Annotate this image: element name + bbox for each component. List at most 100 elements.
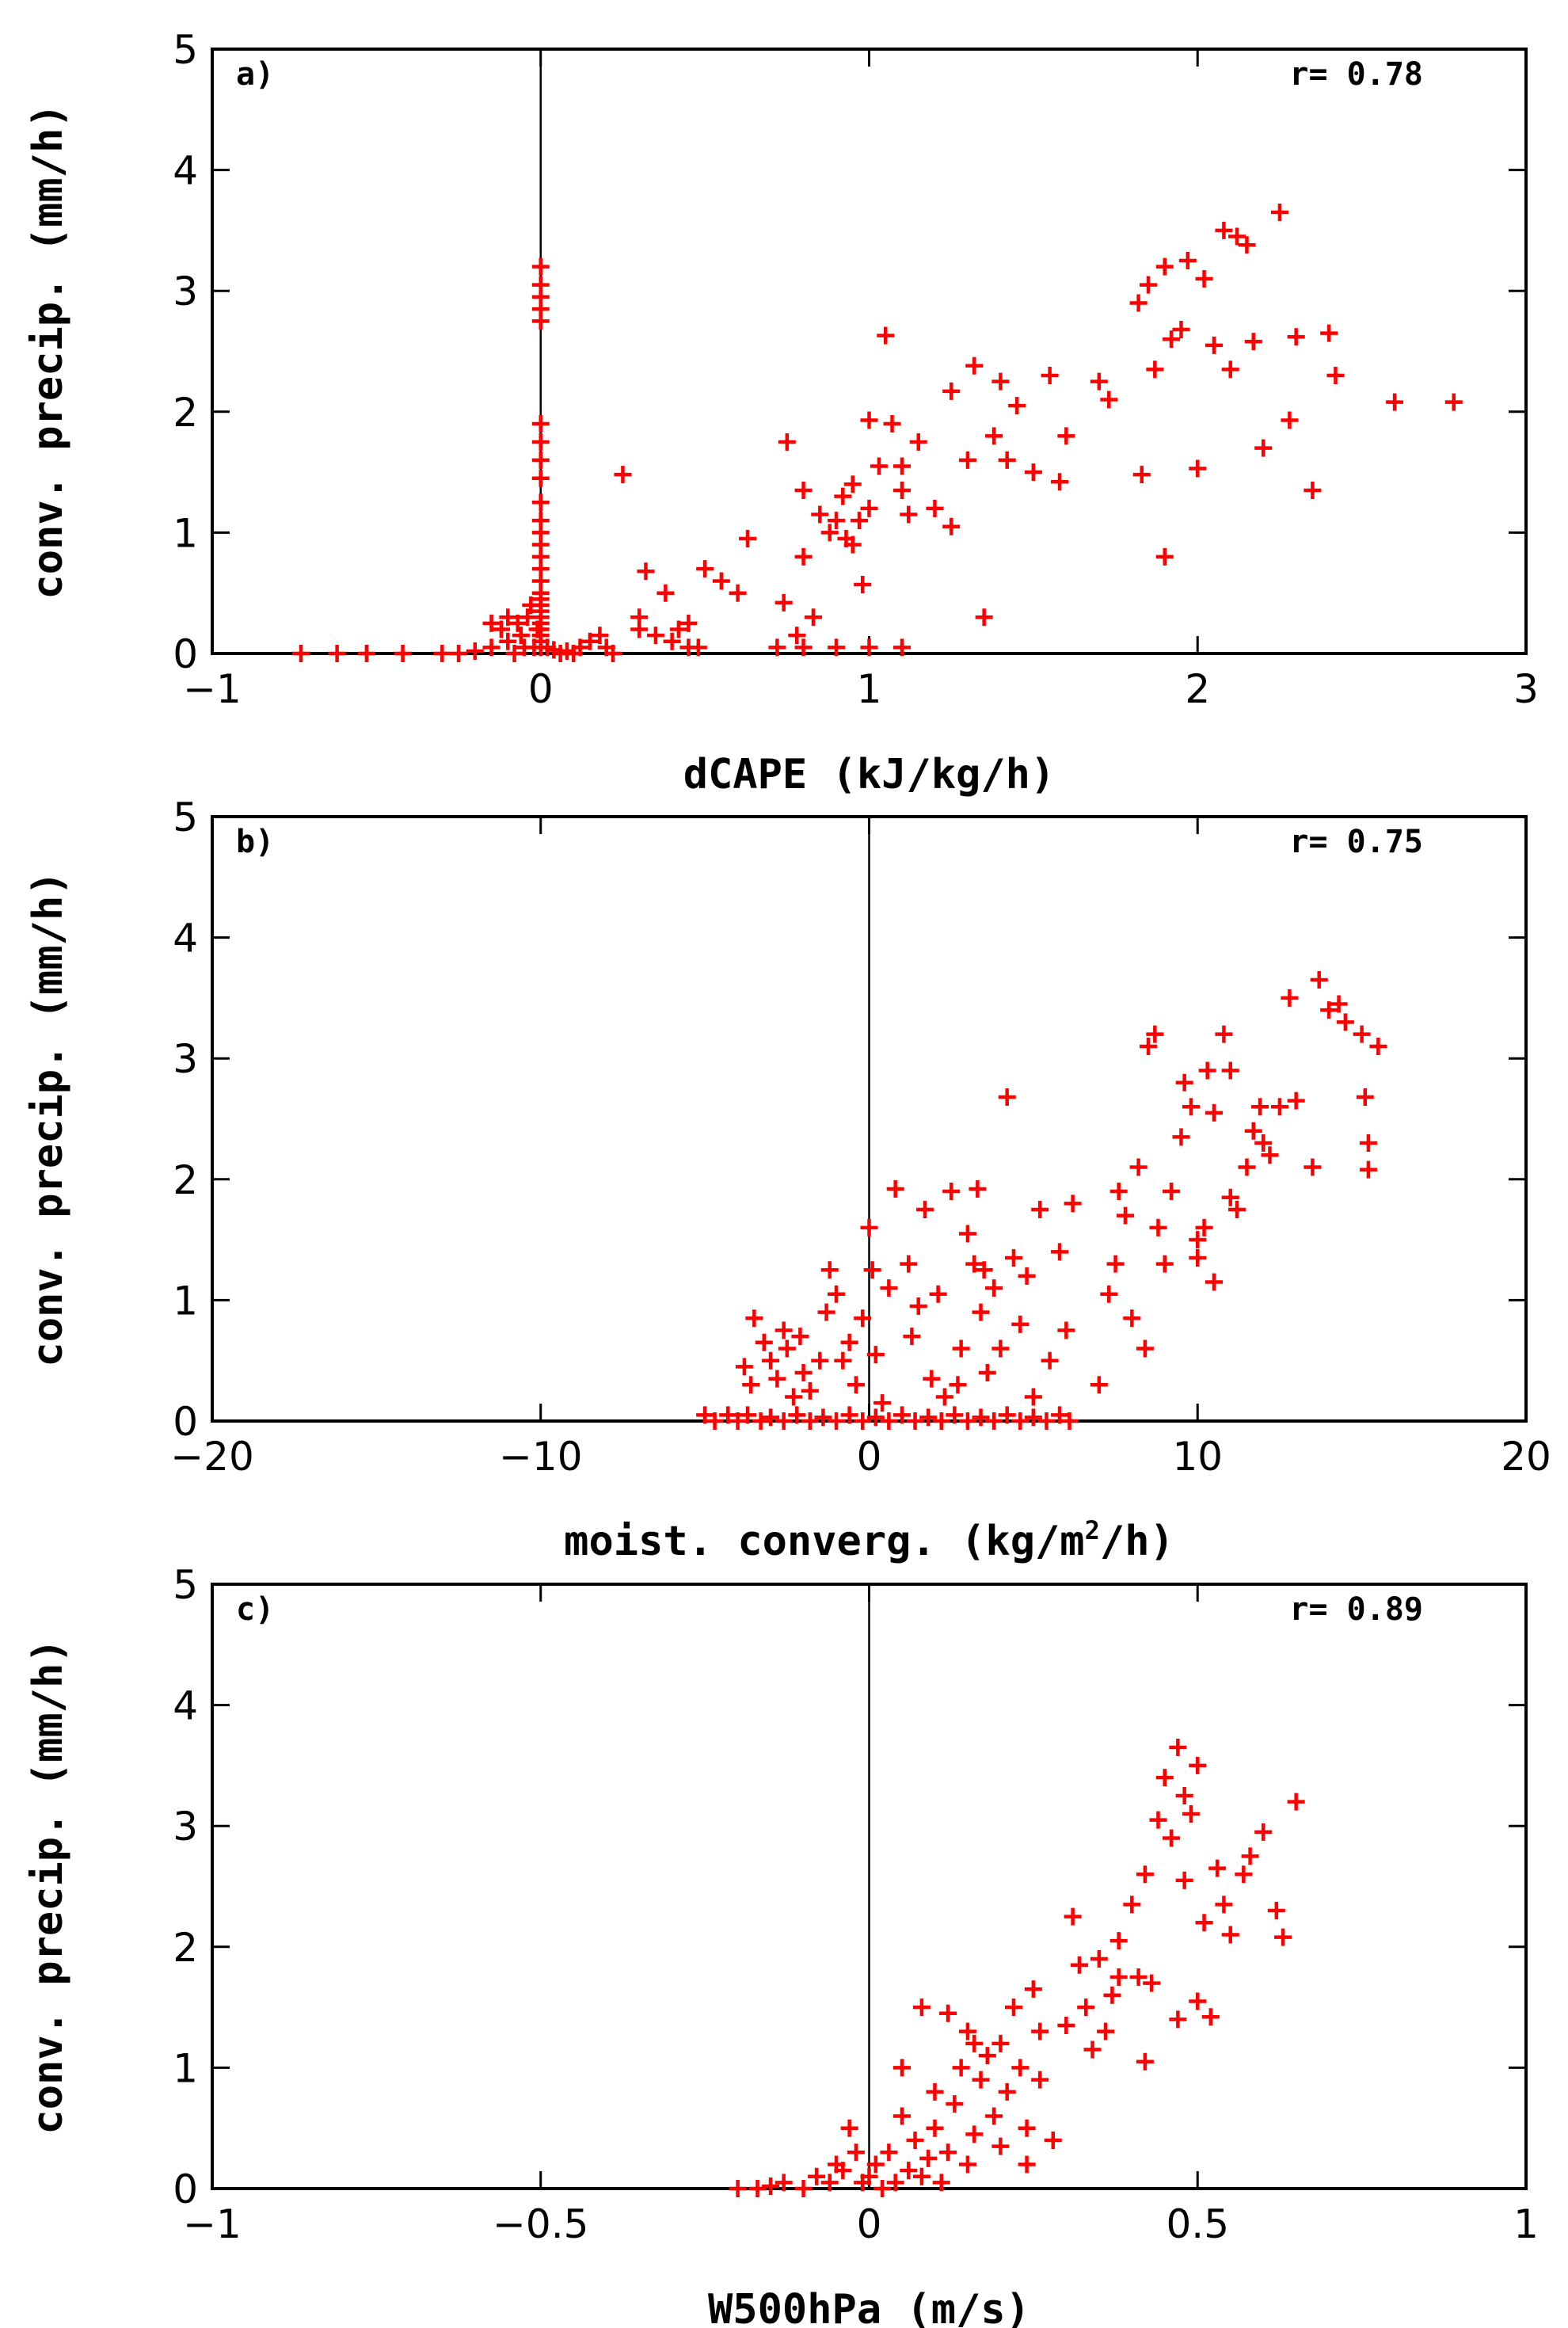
data-point — [591, 627, 609, 645]
data-point — [785, 1388, 803, 1406]
data-point — [1024, 1980, 1042, 1998]
data-point — [1044, 2131, 1062, 2149]
data-point — [828, 1412, 846, 1430]
data-point — [1215, 221, 1233, 239]
data-point — [847, 1376, 865, 1394]
y-tick-label: 4 — [173, 916, 198, 962]
data-point — [1037, 1412, 1056, 1430]
data-point — [768, 638, 786, 657]
data-point — [1182, 1804, 1200, 1823]
data-point — [909, 1297, 927, 1316]
data-point — [929, 1285, 947, 1303]
data-point — [1356, 1088, 1374, 1107]
data-point — [991, 2034, 1010, 2052]
data-point — [712, 572, 730, 590]
data-point — [1018, 2155, 1036, 2174]
data-point — [1149, 1811, 1167, 1829]
data-point — [932, 2174, 950, 2192]
data-point — [958, 2155, 976, 2174]
data-point — [854, 1412, 872, 1430]
data-point — [1031, 2071, 1049, 2089]
data-point — [774, 593, 793, 612]
data-point — [998, 2082, 1016, 2101]
data-point — [834, 1351, 852, 1370]
data-point — [1267, 1902, 1285, 1920]
data-point — [883, 415, 901, 433]
data-point — [1083, 2040, 1102, 2059]
data-point — [1129, 294, 1147, 312]
y-tick-label: 3 — [173, 269, 198, 314]
x-axis-title-main: moist. converg. (kg/m — [564, 1518, 1084, 1565]
data-point — [1270, 1098, 1288, 1116]
data-point — [965, 2125, 984, 2143]
data-point — [978, 2047, 996, 2065]
data-point — [949, 1376, 967, 1394]
data-point — [531, 493, 550, 512]
data-point — [916, 1200, 934, 1218]
data-point — [1221, 1188, 1239, 1206]
data-point — [663, 632, 681, 650]
data-point — [840, 1333, 858, 1351]
data-point — [912, 1998, 931, 2017]
data-point — [1172, 1128, 1190, 1146]
data-point — [880, 2143, 898, 2162]
data-point — [840, 2119, 858, 2137]
panel-c: −1 −0.5 0 0.5 1 0 1 2 3 4 5 c) r= 0.89 conv. precip. … — [25, 1562, 1539, 2328]
data-point — [1163, 330, 1181, 349]
data-point — [492, 620, 510, 638]
data-point — [880, 1279, 898, 1297]
data-point — [906, 1412, 924, 1430]
data-point — [1090, 1376, 1108, 1394]
data-point — [972, 1303, 990, 1321]
data-point — [1175, 1073, 1193, 1092]
x-axis-title: moist. converg. (kg/m2/h) — [564, 1515, 1174, 1565]
data-point — [696, 560, 714, 578]
data-point — [1274, 1928, 1292, 1946]
data-point — [958, 451, 976, 469]
data-point — [1041, 367, 1059, 385]
data-point — [1064, 1194, 1082, 1213]
data-point — [1287, 328, 1305, 346]
data-point — [926, 499, 944, 517]
data-point — [729, 1412, 747, 1430]
data-point — [828, 638, 846, 657]
data-point — [1205, 1103, 1223, 1122]
data-point — [965, 356, 984, 375]
data-point — [985, 2107, 1003, 2125]
data-point — [778, 432, 796, 451]
data-point — [1011, 2059, 1029, 2077]
data-point — [923, 1370, 941, 1388]
data-point — [1008, 397, 1026, 415]
y-tick-label: 3 — [173, 1036, 198, 1082]
correlation-label: r= 0.89 — [1289, 1591, 1423, 1628]
data-point — [820, 1261, 839, 1279]
data-point — [1018, 2119, 1036, 2137]
data-point — [939, 2004, 957, 2022]
data-point — [1330, 995, 1348, 1013]
data-point — [965, 2034, 984, 2052]
data-point — [794, 638, 813, 657]
data-point — [679, 614, 698, 632]
data-point — [860, 638, 878, 657]
y-tick-label: 0 — [173, 631, 198, 677]
data-point — [1140, 1037, 1158, 1055]
data-point — [1353, 1025, 1371, 1043]
data-point — [828, 512, 846, 530]
data-point — [739, 530, 757, 548]
data-point — [886, 1180, 904, 1198]
data-point — [1106, 1255, 1125, 1273]
data-point — [1163, 1183, 1181, 1201]
data-point — [834, 2162, 852, 2180]
data-point — [357, 645, 375, 662]
data-point — [985, 1279, 1003, 1297]
x-tick-label: 2 — [1185, 666, 1210, 712]
data-point — [748, 2180, 767, 2197]
data-point — [1310, 971, 1328, 989]
data-point — [1024, 463, 1042, 482]
data-point — [706, 1412, 724, 1430]
data-point — [1189, 459, 1207, 478]
data-point — [531, 257, 550, 276]
data-point — [1215, 1896, 1233, 1914]
data-point — [1011, 1412, 1029, 1430]
data-point — [1140, 276, 1158, 294]
